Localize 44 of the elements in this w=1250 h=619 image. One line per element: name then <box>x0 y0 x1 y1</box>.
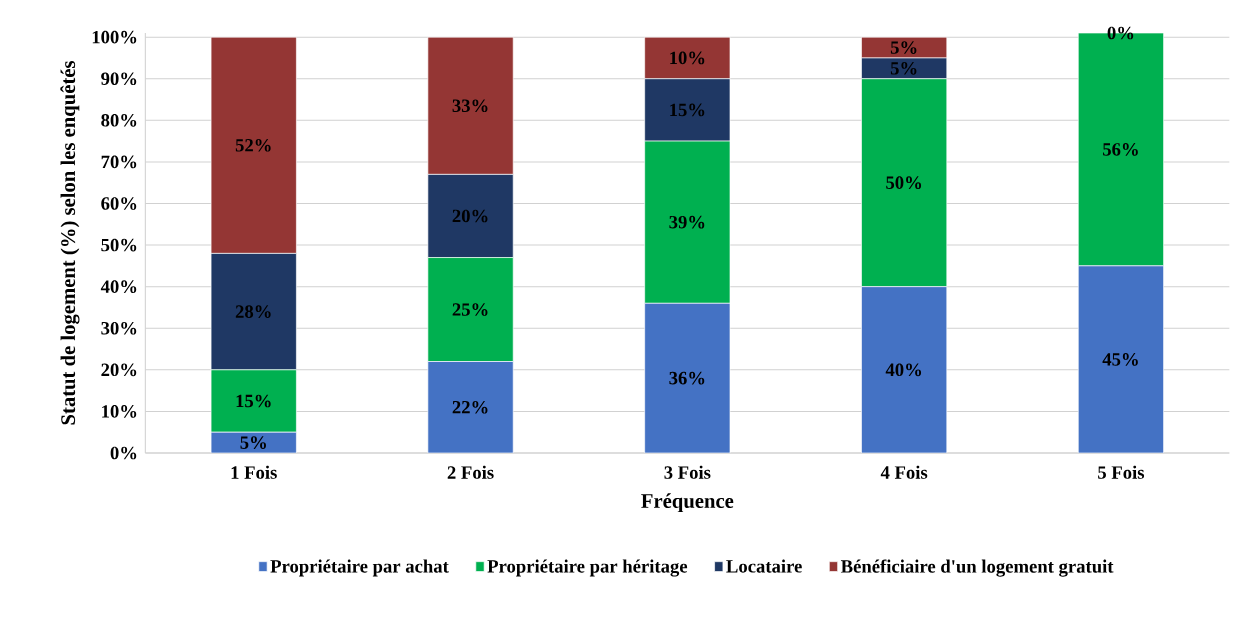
data-label: 5% <box>890 41 917 54</box>
x-tick-label: 5 Fois <box>1098 465 1145 479</box>
data-label: 45% <box>1102 353 1138 366</box>
y-tick-label: 40% <box>100 280 137 293</box>
bar <box>210 369 297 433</box>
x-tick-label: 3 Fois <box>664 465 711 479</box>
data-label: 52% <box>235 138 271 152</box>
data-label: 28% <box>235 305 271 318</box>
bar <box>644 140 731 304</box>
data-label: 20% <box>452 209 488 223</box>
legend-label: Locataire <box>726 559 802 573</box>
legend-label: Bénéficiaire d'un logement gratuit <box>840 559 1114 577</box>
x-tick-label: 2 Fois <box>447 465 494 479</box>
legend-label: Propriétaire par achat <box>270 559 449 577</box>
x-axis-title: Fréquence <box>641 493 734 513</box>
data-label: 56% <box>1103 143 1138 156</box>
x-tick-label: 1 Fois <box>231 465 277 479</box>
y-axis-title: Statut de logement (%) selon les enquêtés <box>60 61 80 425</box>
bar <box>427 257 514 362</box>
y-tick-label: 10% <box>102 405 137 418</box>
y-tick-label: 80% <box>101 113 137 127</box>
data-label: 40% <box>885 363 922 377</box>
legend-label: Propriétaire par héritage <box>487 559 688 577</box>
data-label: 39% <box>669 215 705 229</box>
y-tick-label: 30% <box>101 321 137 335</box>
bar <box>861 78 948 287</box>
data-label: 10% <box>670 51 705 65</box>
data-label: 25% <box>452 303 488 316</box>
x-tick-label: 4 Fois <box>880 465 928 479</box>
data-label: 22% <box>452 400 488 414</box>
y-tick-label: 0% <box>110 446 137 460</box>
y-tick-label: 90% <box>101 72 137 86</box>
data-label: 50% <box>886 176 922 190</box>
data-label: 5% <box>240 436 266 449</box>
data-label: 15% <box>236 394 271 408</box>
y-tick-label: 60% <box>101 197 137 210</box>
data-label: 5% <box>890 62 917 75</box>
data-label: 15% <box>670 103 705 117</box>
data-label: 36% <box>669 371 705 385</box>
y-tick-label: 20% <box>101 363 137 377</box>
y-tick-label: 100% <box>92 30 137 44</box>
data-label: 33% <box>452 99 488 113</box>
y-tick-label: 70% <box>101 155 137 169</box>
y-tick-label: 50% <box>101 238 137 252</box>
